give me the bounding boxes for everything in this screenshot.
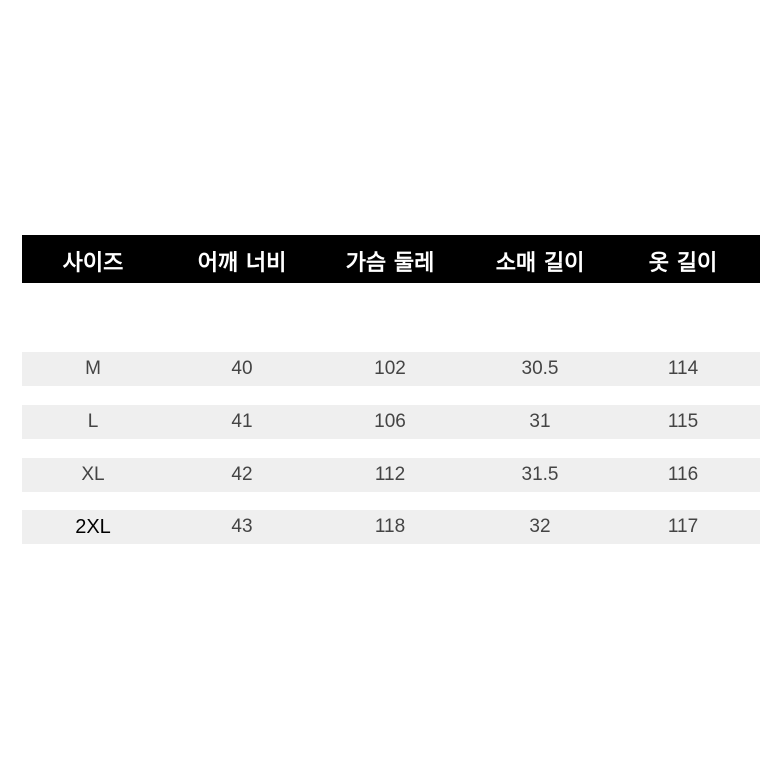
measurement-cell: 115 <box>667 411 699 432</box>
measurement-cell: 43 <box>231 516 253 537</box>
size-table-header: 사이즈 어깨 너비 가슴 둘레 소매 길이 옷 길이 <box>22 235 760 283</box>
measurement-cell: 114 <box>667 358 699 379</box>
measurement-cell: 41 <box>231 411 253 432</box>
column-header: 소매 길이 <box>495 251 585 276</box>
measurement-cell: 32 <box>529 516 551 537</box>
column-header: 옷 길이 <box>648 251 718 276</box>
measurement-cell: 31 <box>529 411 551 432</box>
measurement-cell: 106 <box>374 411 406 432</box>
measurement-cell: 118 <box>374 516 406 537</box>
table-row: M 40 102 30.5 114 <box>22 352 760 386</box>
measurement-cell: 102 <box>374 358 406 379</box>
size-label: XL <box>81 464 105 485</box>
column-header: 사이즈 <box>62 251 124 276</box>
measurement-cell: 42 <box>231 464 253 485</box>
size-label: M <box>85 358 101 379</box>
size-label: L <box>87 411 99 432</box>
measurement-cell: 116 <box>667 464 699 485</box>
measurement-cell: 31.5 <box>521 464 559 485</box>
column-header: 어깨 너비 <box>197 251 287 276</box>
table-row: L 41 106 31 115 <box>22 405 760 439</box>
measurement-cell: 117 <box>667 516 699 537</box>
measurement-cell: 112 <box>374 464 406 485</box>
table-row: 2XL 43 118 32 117 <box>22 510 760 544</box>
column-header: 가슴 둘레 <box>345 251 435 276</box>
measurement-cell: 30.5 <box>521 358 559 379</box>
size-label: 2XL <box>75 516 111 538</box>
measurement-cell: 40 <box>231 358 253 379</box>
table-row: XL 42 112 31.5 116 <box>22 458 760 492</box>
